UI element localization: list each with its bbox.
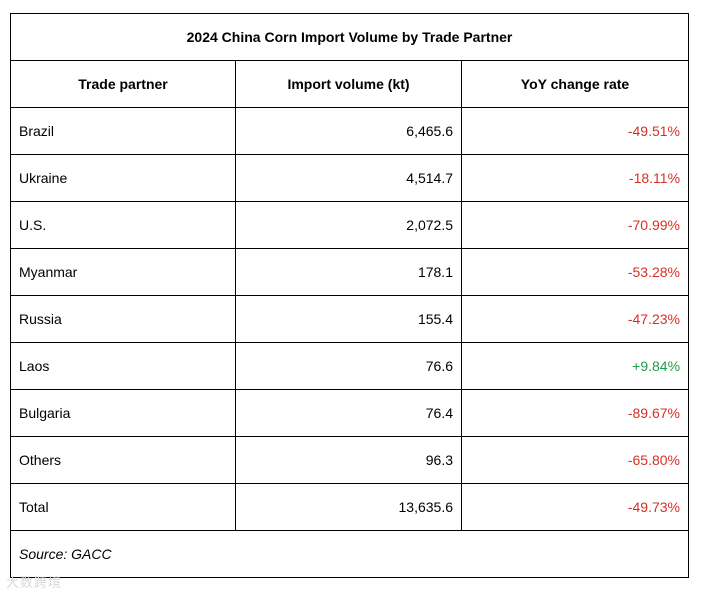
- volume-cell: 155.4: [235, 295, 462, 343]
- volume-cell: 178.1: [235, 248, 462, 296]
- table-row: Myanmar 178.1 -53.28%: [10, 248, 690, 296]
- volume-cell: 13,635.6: [235, 483, 462, 531]
- volume-cell: 76.4: [235, 389, 462, 437]
- yoy-cell: -70.99%: [460, 201, 690, 249]
- header-import-volume: Import volume (kt): [235, 60, 462, 108]
- yoy-cell: -53.28%: [460, 248, 690, 296]
- source-note: Source: GACC: [9, 530, 690, 578]
- table-title: 2024 China Corn Import Volume by Trade P…: [9, 13, 690, 61]
- partner-cell: Russia: [10, 295, 236, 343]
- yoy-cell: -47.23%: [460, 295, 690, 343]
- table-row: Laos 76.6 +9.84%: [10, 342, 690, 390]
- table-row: Ukraine 4,514.7 -18.11%: [10, 154, 690, 202]
- source-row: Source: GACC: [9, 530, 690, 578]
- partner-cell: Ukraine: [10, 154, 236, 202]
- volume-cell: 4,514.7: [235, 154, 462, 202]
- volume-cell: 2,072.5: [235, 201, 462, 249]
- table-row: Russia 155.4 -47.23%: [10, 295, 690, 343]
- corn-import-table: 2024 China Corn Import Volume by Trade P…: [9, 13, 690, 578]
- table-row: Others 96.3 -65.80%: [10, 436, 690, 484]
- yoy-cell: -65.80%: [460, 436, 690, 484]
- table-row: Bulgaria 76.4 -89.67%: [10, 389, 690, 437]
- partner-cell: Total: [10, 483, 236, 531]
- yoy-cell: -18.11%: [460, 154, 690, 202]
- total-row: Total 13,635.6 -49.73%: [10, 483, 690, 531]
- partner-cell: Bulgaria: [10, 389, 236, 437]
- yoy-cell: -89.67%: [460, 389, 690, 437]
- yoy-cell: +9.84%: [460, 342, 690, 390]
- partner-cell: Laos: [10, 342, 236, 390]
- volume-cell: 76.6: [235, 342, 462, 390]
- partner-cell: Myanmar: [10, 248, 236, 296]
- partner-cell: Brazil: [10, 107, 236, 155]
- yoy-cell: -49.73%: [460, 483, 690, 531]
- table-row: U.S. 2,072.5 -70.99%: [10, 201, 690, 249]
- partner-cell: Others: [10, 436, 236, 484]
- volume-cell: 96.3: [235, 436, 462, 484]
- title-row: 2024 China Corn Import Volume by Trade P…: [9, 13, 690, 61]
- yoy-cell: -49.51%: [460, 107, 690, 155]
- partner-cell: U.S.: [10, 201, 236, 249]
- header-yoy-change: YoY change rate: [460, 60, 690, 108]
- volume-cell: 6,465.6: [235, 107, 462, 155]
- header-trade-partner: Trade partner: [10, 60, 236, 108]
- table-row: Brazil 6,465.6 -49.51%: [10, 107, 690, 155]
- header-row: Trade partner Import volume (kt) YoY cha…: [10, 60, 690, 108]
